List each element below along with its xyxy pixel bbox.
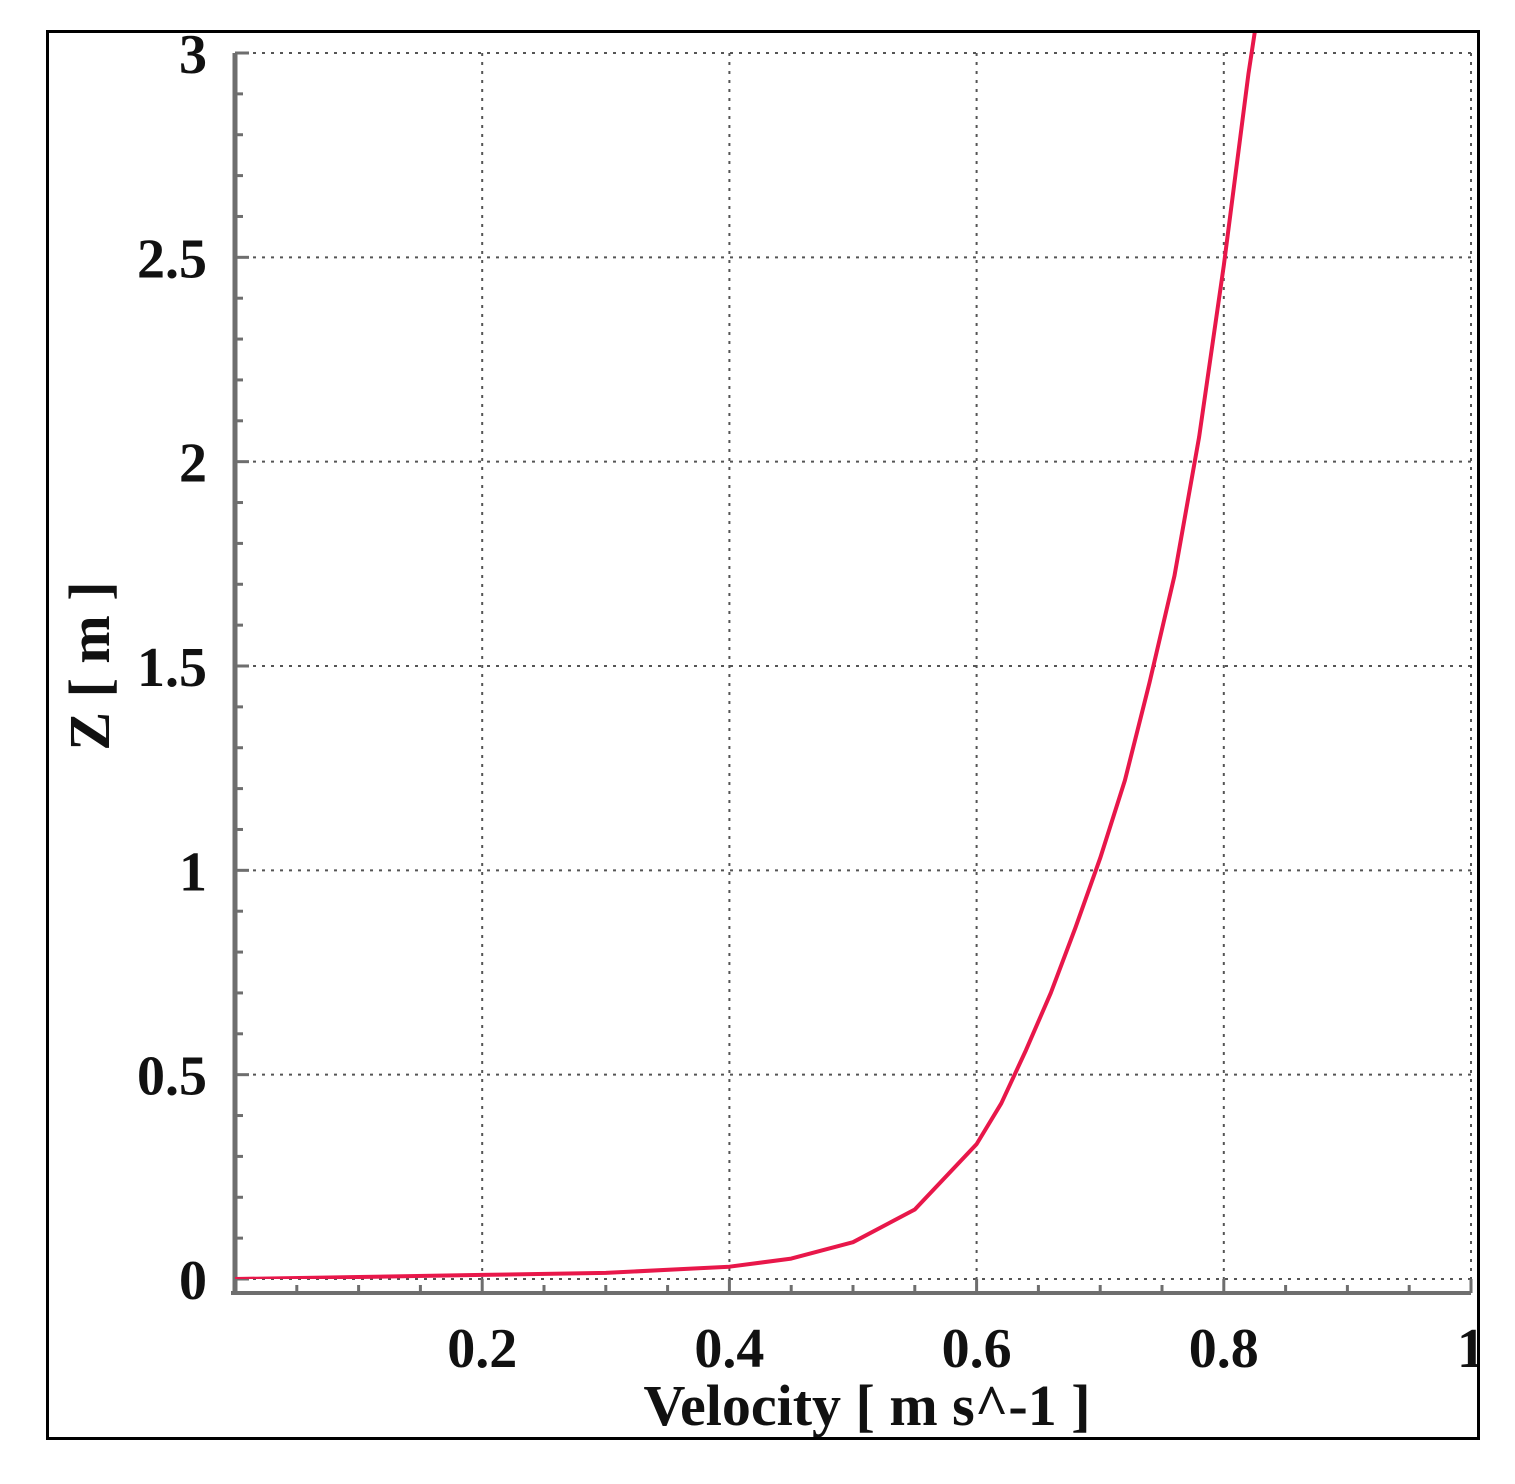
y-tick-label-5: 2.5 bbox=[137, 228, 207, 290]
x-tick-label-0: 0.2 bbox=[447, 1318, 517, 1380]
y-tick-label-2: 1 bbox=[179, 841, 207, 903]
y-tick-label-4: 2 bbox=[179, 433, 207, 495]
x-tick-label-2: 0.6 bbox=[942, 1318, 1012, 1380]
y-axis-title: Z [ m ] bbox=[57, 581, 122, 750]
x-tick-label-3: 0.8 bbox=[1189, 1318, 1259, 1380]
x-tick-label-4: 1 bbox=[1457, 1318, 1477, 1380]
x-axis-title: Velocity [ m s^-1 ] bbox=[643, 1373, 1090, 1437]
axes bbox=[231, 51, 1473, 1295]
velocity-profile-chart: 0 0.5 1 1.5 2 2.5 3 0.2 0.4 0.6 0.8 1 Velocity [ m … bbox=[57, 33, 1477, 1437]
series-line-0 bbox=[235, 33, 1257, 1279]
y-tick-label-0: 0 bbox=[179, 1250, 207, 1312]
x-tick-label-1: 0.4 bbox=[694, 1318, 764, 1380]
y-tick-label-3: 1.5 bbox=[137, 637, 207, 699]
y-tick-label-1: 0.5 bbox=[137, 1046, 207, 1108]
y-tick-label-6: 3 bbox=[179, 33, 207, 86]
chart-frame: 0 0.5 1 1.5 2 2.5 3 0.2 0.4 0.6 0.8 1 Velocity [ m … bbox=[46, 30, 1480, 1440]
tick-labels: 0 0.5 1 1.5 2 2.5 3 0.2 0.4 0.6 0.8 1 bbox=[137, 33, 1477, 1380]
grid-lines bbox=[235, 52, 1472, 1280]
series-layer bbox=[235, 33, 1257, 1279]
plot-area bbox=[235, 53, 1471, 1279]
